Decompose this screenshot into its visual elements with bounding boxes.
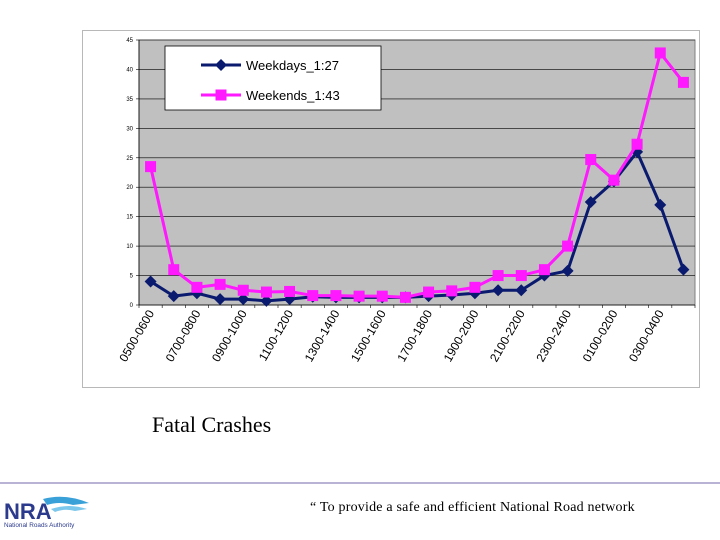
data-point-weekends	[446, 285, 458, 297]
data-point-weekends	[608, 174, 620, 186]
footer-divider	[0, 482, 720, 484]
x-tick-label: 0100-0200	[580, 307, 621, 364]
x-tick-label: 1900-2000	[441, 307, 482, 364]
y-tick-label: 15	[126, 215, 133, 221]
data-point-weekends	[145, 161, 157, 173]
data-point-weekends	[677, 76, 689, 88]
data-point-weekends	[168, 264, 180, 276]
data-point-weekends	[353, 290, 365, 302]
x-tick-label: 0500-0600	[116, 307, 157, 364]
data-point-weekdays	[561, 264, 574, 277]
data-point-weekends	[307, 290, 319, 302]
x-tick-label: 1500-1600	[348, 307, 389, 364]
legend-label: Weekends_1:43	[246, 88, 340, 103]
y-tick-label: 40	[126, 67, 133, 73]
x-tick-label: 0900-1000	[209, 307, 250, 364]
data-point-weekdays	[515, 284, 528, 297]
footer-tagline: “ To provide a safe and efficient Nation…	[310, 500, 635, 515]
y-tick-label: 30	[126, 126, 133, 132]
data-point-weekends	[191, 281, 203, 293]
data-point-weekdays	[144, 275, 157, 288]
data-point-weekdays	[260, 294, 273, 307]
logo-wordmark: NRA	[4, 499, 52, 524]
nra-logo: NRA National Roads Authority	[4, 496, 89, 529]
logo-swoosh-icon	[43, 496, 89, 505]
data-point-weekends	[237, 284, 249, 296]
y-tick-label: 20	[126, 185, 133, 191]
y-tick-label: 5	[130, 274, 134, 280]
x-tick-label: 2300-2400	[533, 307, 574, 364]
y-tick-label: 10	[126, 244, 133, 250]
logo-swoosh-light-icon	[51, 506, 87, 512]
x-tick-label: 1100-1200	[256, 307, 297, 363]
y-tick-label: 45	[126, 38, 133, 44]
legend-box	[164, 45, 382, 111]
data-point-weekends	[423, 286, 435, 298]
fatal-crashes-line-chart: 0 5 10 15 20 25 30 35 40 45 0500-0600 0700-0800 0900…	[116, 38, 696, 364]
data-point-weekdays	[214, 293, 227, 306]
data-point-weekdays	[584, 195, 597, 208]
data-point-weekends	[284, 285, 296, 297]
data-point-weekdays	[654, 198, 667, 211]
chart-frame: 0 5 10 15 20 25 30 35 40 45 0500-0600 0700-0800 0900…	[82, 30, 700, 388]
data-point-weekdays	[492, 284, 505, 297]
legend-marker-square	[215, 89, 227, 101]
x-tick-label: 2100-2200	[487, 307, 528, 364]
data-point-weekends	[469, 281, 481, 293]
data-point-weekdays	[237, 293, 250, 306]
x-tick-label: 0300-0400	[626, 307, 667, 364]
data-point-weekends	[399, 291, 411, 303]
data-point-weekends	[376, 290, 388, 302]
legend-marker-diamond	[215, 59, 227, 71]
data-point-weekends	[631, 138, 643, 150]
chart-caption: Fatal Crashes	[152, 412, 272, 437]
data-point-weekends	[492, 270, 504, 282]
y-tick-label: 0	[130, 303, 134, 309]
legend-label: Weekdays_1:27	[246, 58, 339, 73]
data-point-weekends	[330, 290, 342, 302]
y-tick-label: 35	[126, 97, 133, 103]
x-tick-label: 0700-0800	[163, 307, 204, 364]
data-point-weekends	[562, 240, 574, 252]
x-tick-label: 1300-1400	[302, 307, 343, 364]
data-point-weekends	[214, 278, 226, 290]
y-tick-label: 25	[126, 156, 133, 162]
x-tick-label: 1700-1800	[394, 307, 435, 364]
data-point-weekends	[515, 270, 527, 282]
logo-subtitle: National Roads Authority	[4, 522, 75, 529]
data-point-weekends	[538, 264, 550, 276]
data-point-weekends	[654, 47, 666, 59]
data-point-weekends	[585, 154, 597, 166]
data-point-weekdays	[167, 290, 180, 303]
data-point-weekdays	[677, 263, 690, 276]
data-point-weekends	[260, 286, 272, 298]
